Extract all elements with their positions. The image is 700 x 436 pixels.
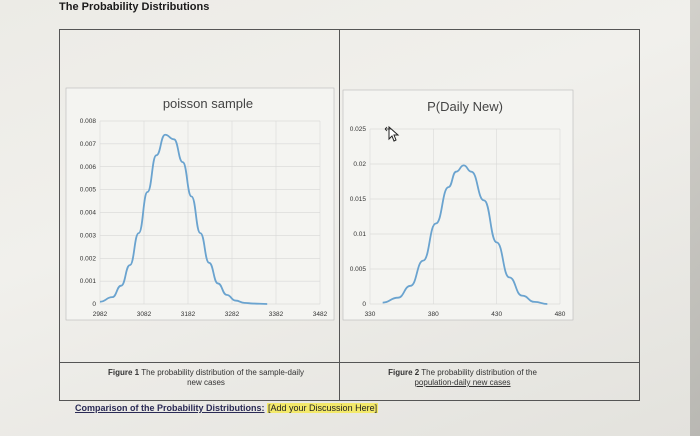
chart-title: P(Daily New)	[427, 99, 503, 114]
y-tick-label: 0.007	[80, 141, 97, 148]
y-tick-label: 0.015	[350, 196, 367, 203]
series-line	[99, 133, 268, 305]
y-tick-label: 0.004	[80, 210, 97, 217]
table-divider-vertical	[339, 29, 340, 401]
x-tick-label: 380	[428, 311, 439, 318]
figure-1-text-cont: new cases	[187, 378, 225, 387]
figure-1-text: The probability distribution of the samp…	[139, 368, 304, 377]
y-tick-label: 0	[362, 301, 366, 308]
plot-area	[65, 87, 335, 321]
y-tick-label: 0.006	[80, 164, 97, 171]
chart-poisson-sample: poisson sample 0 0.001 0.002 0.003 0.004 0.005…	[65, 87, 335, 321]
x-tick-label: 3182	[181, 311, 196, 318]
y-tick-label: 0.002	[80, 255, 97, 262]
table-divider-horizontal	[59, 362, 640, 363]
figure-table	[59, 29, 640, 401]
discussion-placeholder[interactable]: [Add your Discussion Here]	[267, 403, 379, 413]
x-tick-label: 2982	[93, 311, 108, 318]
y-tick-label: 0.001	[80, 278, 97, 285]
y-tick-label: 0.02	[353, 161, 366, 168]
x-tick-label: 3382	[269, 311, 284, 318]
move-cursor-icon	[384, 125, 400, 142]
figure-2-caption: Figure 2 The probability distribution of…	[355, 368, 570, 388]
figure-2-label: Figure 2	[388, 368, 420, 377]
x-tick-label: 3282	[225, 311, 240, 318]
chart-title: poisson sample	[163, 96, 253, 111]
figure-1-label: Figure 1	[108, 368, 140, 377]
figure-1-caption: Figure 1 The probability distribution of…	[75, 368, 337, 388]
x-tick-label: 3082	[137, 311, 152, 318]
y-tick-label: 0.01	[353, 231, 366, 238]
y-tick-label: 0	[92, 301, 96, 308]
x-tick-label: 430	[491, 311, 502, 318]
document-title: The Probability Distributions	[59, 1, 210, 13]
comparison-line: Comparison of the Probability Distributi…	[75, 403, 379, 413]
chart-daily-new: P(Daily New) 0 0.005 0.01 0.015 0.02 0.025 330 3…	[342, 89, 574, 321]
y-tick-label: 0.003	[80, 232, 97, 239]
comparison-label: Comparison of the Probability Distributi…	[75, 403, 265, 413]
plot-area	[342, 89, 574, 321]
y-tick-label: 0.005	[350, 266, 367, 273]
series-line	[382, 164, 548, 305]
y-tick-label: 0.008	[80, 118, 97, 125]
x-tick-label: 480	[555, 311, 566, 318]
x-tick-label: 3482	[313, 311, 328, 318]
figure-2-text: The probability distribution of the	[419, 368, 537, 377]
y-tick-label: 0.005	[80, 187, 97, 194]
x-tick-label: 330	[365, 311, 376, 318]
y-tick-label: 0.025	[350, 126, 367, 133]
figure-2-text-cont: population-daily new cases	[414, 378, 511, 387]
